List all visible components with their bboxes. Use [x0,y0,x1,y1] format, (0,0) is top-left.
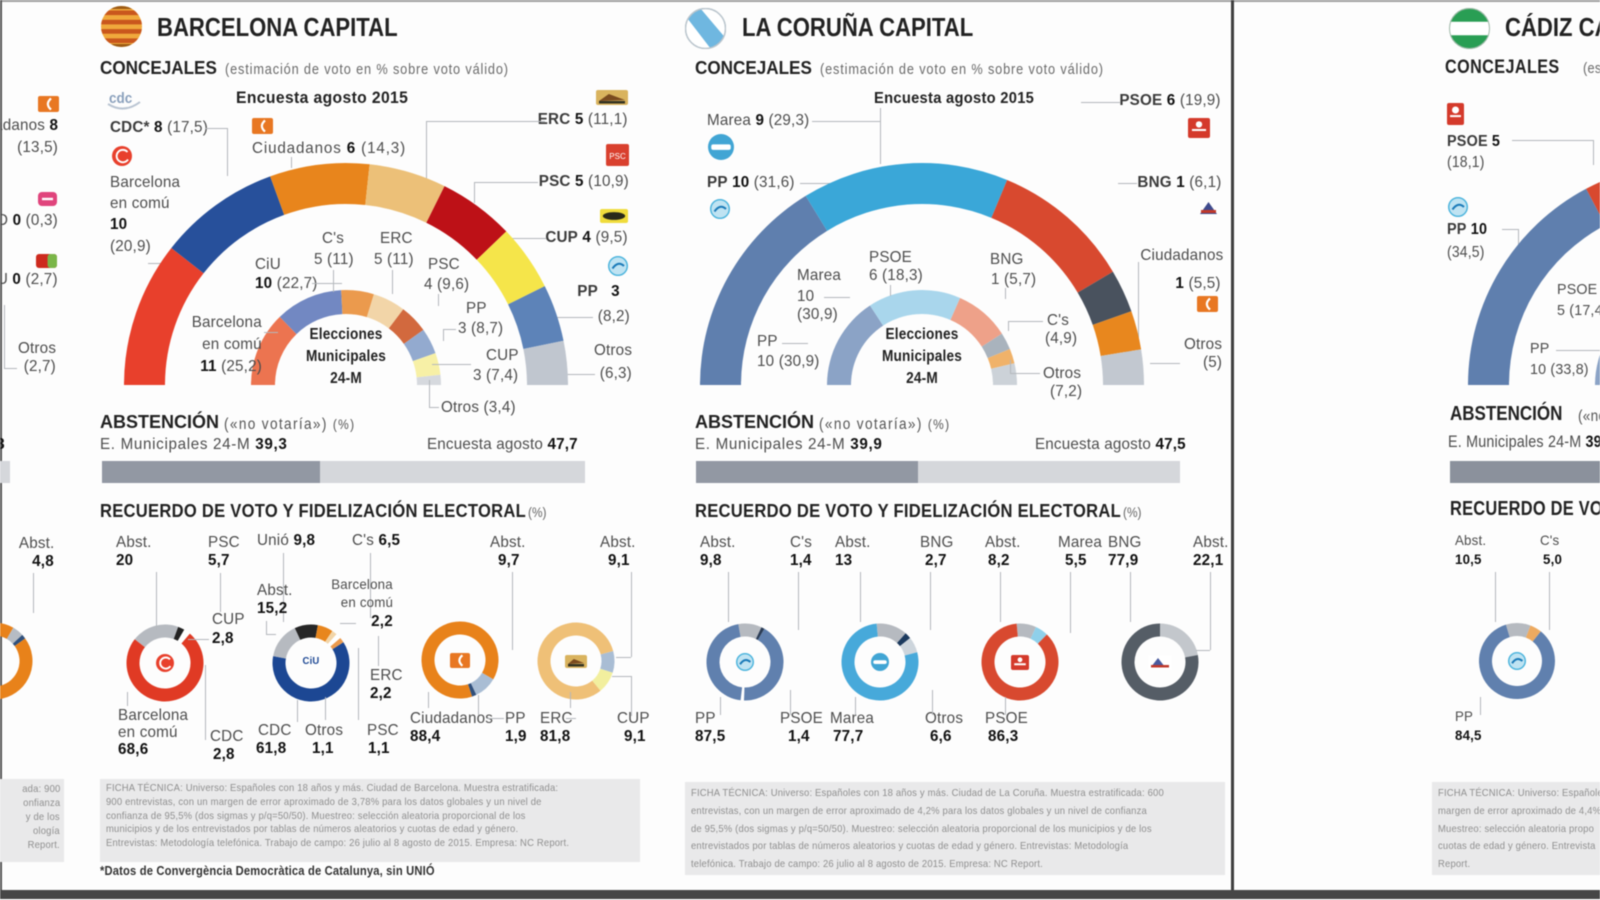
svg-text:PSC: PSC [609,152,626,161]
